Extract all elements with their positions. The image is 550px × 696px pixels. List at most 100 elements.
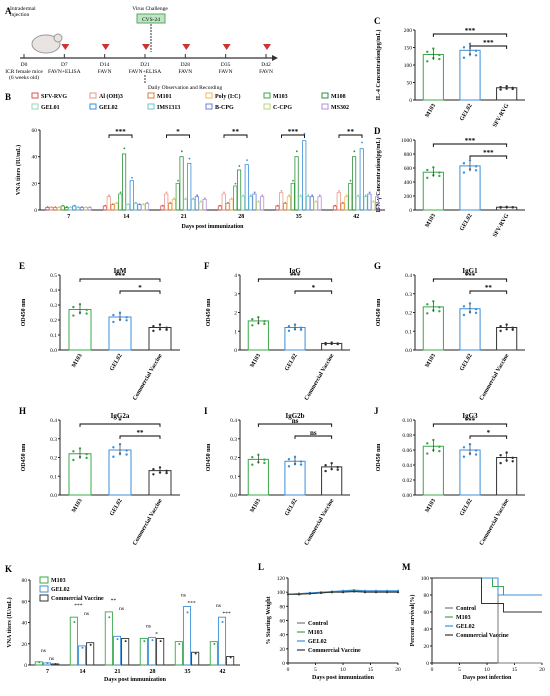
data-point	[229, 656, 232, 659]
y-tick-label: 0.02	[402, 478, 412, 484]
x-tick-label: GEL02	[109, 498, 124, 517]
timeline-note: FAVN+ELISA	[129, 69, 162, 75]
y-tick-label: 40	[280, 633, 286, 639]
data-point	[73, 204, 76, 207]
data-point	[426, 312, 429, 315]
y-tick-label: 0	[24, 663, 27, 669]
y-tick-label: 150	[404, 46, 413, 52]
panel-i: I IgG2b 0.0 0.1 0.2 0.3 0.4 OD450 nm M103 GEL02 Co…	[204, 406, 350, 547]
y-tick-label: 0.10	[402, 418, 412, 424]
bar	[198, 201, 203, 211]
chart-title: IgG2a	[111, 412, 130, 420]
panel-label: K	[5, 564, 12, 574]
data-point	[474, 311, 478, 315]
x-tick-label: 10	[340, 667, 346, 673]
data-point	[226, 201, 229, 204]
data-point	[251, 463, 254, 466]
x-tick-label: 7	[67, 214, 70, 220]
timeline-day: D42	[261, 62, 271, 68]
sig-label: **	[137, 429, 145, 437]
data-point	[287, 465, 291, 468]
data-point	[203, 197, 206, 200]
data-point	[143, 640, 146, 643]
data-point	[288, 194, 291, 197]
bar	[102, 205, 107, 211]
injection-label: Intradermal	[10, 6, 36, 12]
y-tick-label: 0.3	[50, 303, 57, 309]
data-point	[361, 141, 363, 144]
y-tick-label: 0	[409, 208, 412, 214]
data-point	[125, 316, 128, 319]
chart-title: IgG	[289, 267, 301, 275]
data-point	[165, 328, 168, 331]
bar	[160, 205, 165, 211]
data-point	[474, 49, 478, 52]
data-point	[286, 593, 290, 596]
y-tick-label: 0.1	[50, 333, 57, 339]
sig-bracket	[281, 134, 305, 138]
data-point	[426, 303, 429, 306]
y-tick-label: 60	[280, 619, 286, 625]
timeline-arrow	[272, 55, 278, 61]
data-point	[505, 323, 508, 326]
data-point	[372, 200, 375, 203]
bar	[371, 201, 376, 211]
bar	[175, 182, 180, 211]
legend-swatch	[147, 92, 155, 99]
bar	[110, 204, 115, 211]
data-point	[69, 206, 72, 208]
panel-l: L 0 20 40 60 80 100 120 0 5 10 15 20 % Starting Weigh…	[258, 562, 401, 681]
bar	[125, 204, 130, 211]
y-tick-label: 4	[234, 273, 237, 279]
y-tick-label: 0.2	[405, 311, 412, 317]
data-point	[511, 206, 514, 209]
data-point	[299, 463, 303, 466]
data-point	[426, 50, 429, 53]
legend-swatch	[263, 92, 271, 99]
panel-label: A	[5, 6, 12, 16]
bar	[306, 196, 311, 211]
y-tick-label: 120	[277, 576, 286, 582]
timeline-day: D0	[21, 62, 28, 68]
x-tick-label: 28	[150, 669, 156, 675]
data-point	[112, 320, 115, 324]
y-tick-label: 200	[404, 194, 413, 200]
data-point	[78, 447, 82, 450]
bar	[283, 202, 288, 211]
panel-label: E	[19, 261, 25, 271]
data-point	[438, 171, 441, 174]
data-point	[468, 158, 472, 162]
legend-swatch	[89, 103, 97, 110]
sig-bracket	[294, 435, 333, 439]
panel-label: D	[374, 126, 381, 136]
data-point	[462, 162, 466, 165]
data-point	[196, 194, 199, 197]
legend-label: B-CPG	[215, 105, 234, 111]
bar	[77, 645, 87, 666]
data-point	[123, 147, 126, 150]
data-point	[474, 169, 478, 172]
data-point	[505, 205, 508, 209]
bar	[72, 205, 77, 211]
sig-label: ns	[41, 648, 46, 654]
data-point	[178, 642, 181, 645]
data-point	[299, 194, 302, 197]
legend-label: C-CPG	[273, 105, 292, 111]
sig-label: ns	[216, 603, 221, 609]
sig-label: *	[118, 417, 122, 425]
sig-label: ns	[119, 606, 124, 612]
data-point	[345, 194, 348, 197]
bar	[209, 641, 218, 666]
bar	[104, 611, 113, 666]
legend-swatch	[205, 103, 213, 110]
data-point	[78, 303, 82, 306]
y-tick-label: 600	[404, 166, 413, 172]
x-axis-label: Days post immunization	[104, 677, 167, 683]
bar	[147, 636, 157, 666]
data-point	[81, 206, 84, 208]
bar	[129, 180, 134, 211]
bar	[217, 205, 222, 211]
y-tick-label: 40	[22, 621, 28, 627]
x-axis-label: Days post immunization	[312, 675, 375, 681]
